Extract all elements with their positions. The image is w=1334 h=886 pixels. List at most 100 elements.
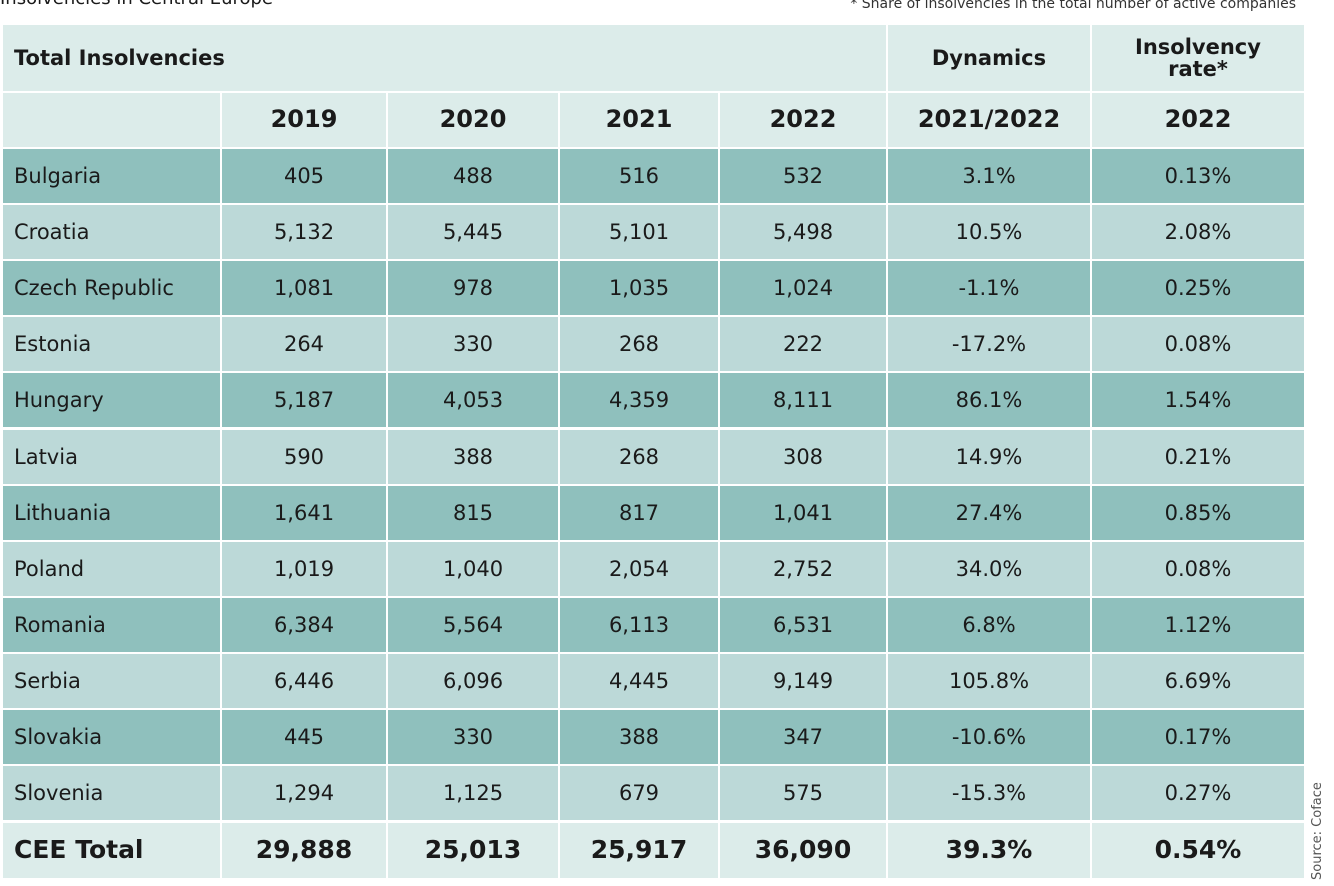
table-cell: 1,040 (388, 541, 558, 596)
total-cell: 29,888 (222, 823, 386, 878)
table-cell: 9,149 (720, 653, 886, 708)
title: Insolvencies in Central Europe (0, 0, 273, 9)
table-cell: 6.8% (888, 597, 1090, 652)
header-cell: 2022 (1092, 93, 1304, 147)
table-cell: 10.5% (888, 205, 1090, 260)
table-cell: 2,752 (720, 541, 886, 596)
table-cell: 2,054 (560, 541, 718, 596)
table-cell: 0.08% (1092, 541, 1304, 596)
table-cell: 330 (388, 317, 558, 372)
header-cell: Total Insolvencies (3, 25, 886, 91)
table-cell: 6,096 (388, 653, 558, 708)
table-cell: 488 (388, 149, 558, 204)
header-cell: Insolvency rate* (1092, 25, 1304, 91)
header-cell: 2022 (720, 93, 886, 147)
table-cell: 6.69% (1092, 653, 1304, 708)
footnote: * Share of insolvencies in the total num… (850, 0, 1296, 12)
table-cell: 0.08% (1092, 317, 1304, 372)
table-cell: 268 (560, 429, 718, 484)
table-cell: 27.4% (888, 485, 1090, 540)
table-cell: -17.2% (888, 317, 1090, 372)
table-cell: 4,053 (388, 373, 558, 428)
table-cell: 5,445 (388, 205, 558, 260)
table-cell: 1,081 (222, 261, 386, 316)
table-cell: 5,132 (222, 205, 386, 260)
table-cell: 8,111 (720, 373, 886, 428)
table-cell: 5,564 (388, 597, 558, 652)
table-cell: 105.8% (888, 653, 1090, 708)
header-cell (3, 93, 220, 147)
total-cell: 36,090 (720, 823, 886, 878)
table-cell: 222 (720, 317, 886, 372)
table-cell: 388 (388, 429, 558, 484)
row-label: Serbia (3, 653, 220, 708)
row-label: Bulgaria (3, 149, 220, 204)
table-cell: 388 (560, 710, 718, 765)
table-cell: 1,041 (720, 485, 886, 540)
table-cell: 516 (560, 149, 718, 204)
table-cell: 1.54% (1092, 373, 1304, 428)
table-cell: 679 (560, 766, 718, 821)
header-cell: 2019 (222, 93, 386, 147)
table-cell: 575 (720, 766, 886, 821)
table-cell: 978 (388, 261, 558, 316)
row-label: Lithuania (3, 485, 220, 540)
table-cell: -1.1% (888, 261, 1090, 316)
total-cell: 25,013 (388, 823, 558, 878)
row-label: Czech Republic (3, 261, 220, 316)
row-label: Hungary (3, 373, 220, 428)
table-cell: -10.6% (888, 710, 1090, 765)
header-cell: 2020 (388, 93, 558, 147)
row-label: Croatia (3, 205, 220, 260)
table-cell: 347 (720, 710, 886, 765)
table-cell: 2.08% (1092, 205, 1304, 260)
table-cell: 308 (720, 429, 886, 484)
header-cell: Dynamics (888, 25, 1090, 91)
table-cell: 330 (388, 710, 558, 765)
row-label: Slovenia (3, 766, 220, 821)
table-cell: 815 (388, 485, 558, 540)
table-cell: -15.3% (888, 766, 1090, 821)
table-cell: 6,446 (222, 653, 386, 708)
total-label: CEE Total (3, 823, 220, 878)
table-cell: 1,035 (560, 261, 718, 316)
table-cell: 0.17% (1092, 710, 1304, 765)
table-cell: 14.9% (888, 429, 1090, 484)
table-cell: 0.13% (1092, 149, 1304, 204)
row-label: Estonia (3, 317, 220, 372)
table-cell: 1.12% (1092, 597, 1304, 652)
table-cell: 0.27% (1092, 766, 1304, 821)
total-cell: 25,917 (560, 823, 718, 878)
table-cell: 1,641 (222, 485, 386, 540)
table-cell: 5,187 (222, 373, 386, 428)
table-cell: 0.85% (1092, 485, 1304, 540)
table-cell: 445 (222, 710, 386, 765)
table-cell: 405 (222, 149, 386, 204)
table-cell: 1,019 (222, 541, 386, 596)
table-cell: 6,113 (560, 597, 718, 652)
table-cell: 1,024 (720, 261, 886, 316)
row-label: Latvia (3, 429, 220, 484)
row-label: Romania (3, 597, 220, 652)
source: Source: Coface (1310, 782, 1325, 880)
header-cell: 2021 (560, 93, 718, 147)
table-cell: 34.0% (888, 541, 1090, 596)
table-cell: 532 (720, 149, 886, 204)
table-cell: 264 (222, 317, 386, 372)
table-cell: 4,445 (560, 653, 718, 708)
table-cell: 0.21% (1092, 429, 1304, 484)
table-cell: 6,531 (720, 597, 886, 652)
table-cell: 4,359 (560, 373, 718, 428)
table-cell: 3.1% (888, 149, 1090, 204)
table-cell: 6,384 (222, 597, 386, 652)
header-cell: 2021/2022 (888, 93, 1090, 147)
table-cell: 86.1% (888, 373, 1090, 428)
row-label: Poland (3, 541, 220, 596)
table-cell: 0.25% (1092, 261, 1304, 316)
table-cell: 590 (222, 429, 386, 484)
table-cell: 268 (560, 317, 718, 372)
table-cell: 1,294 (222, 766, 386, 821)
table-cell: 5,498 (720, 205, 886, 260)
row-label: Slovakia (3, 710, 220, 765)
